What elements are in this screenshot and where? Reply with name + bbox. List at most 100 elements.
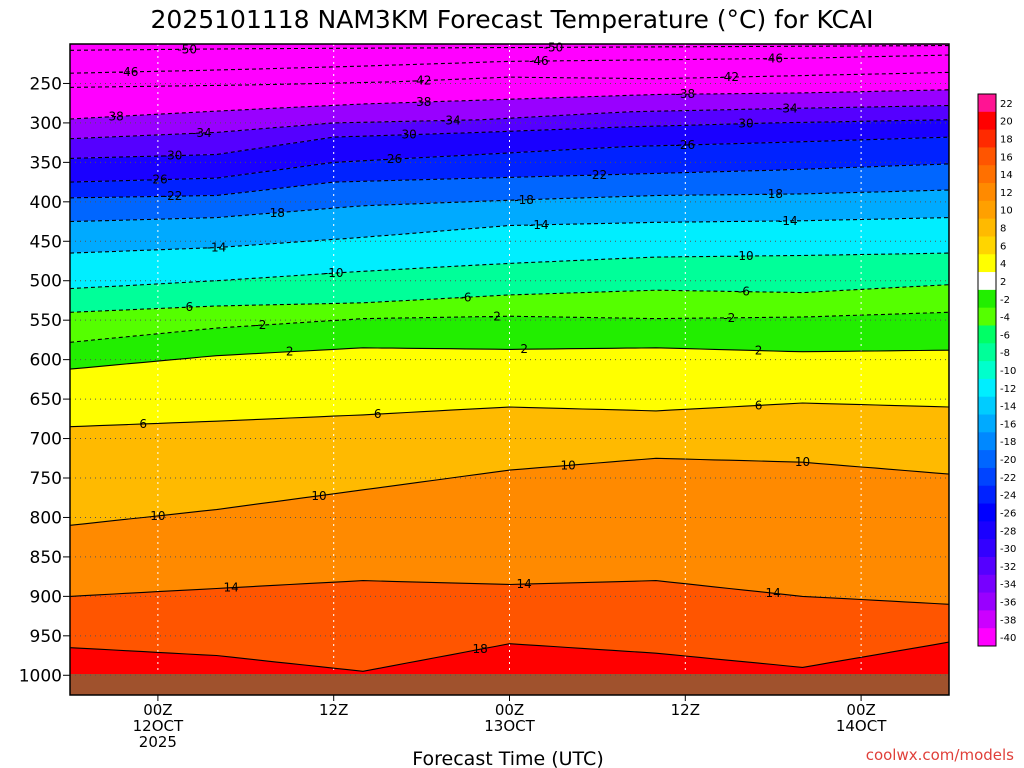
colorbar-label: -4 — [1000, 313, 1010, 324]
isotherm-label: -30 — [734, 117, 754, 131]
isotherm-label: -42 — [719, 70, 739, 84]
isotherm-label: 10 — [311, 489, 326, 503]
isotherm-label: 2 — [520, 342, 528, 356]
isotherm-label: -6 — [460, 290, 472, 304]
temperature-band — [70, 163, 949, 222]
y-tick-label: 450 — [30, 232, 62, 252]
temperature-band — [70, 55, 949, 88]
isotherm-label: -26 — [675, 138, 695, 152]
y-tick-label: 800 — [30, 508, 62, 528]
colorbar-swatch — [978, 165, 996, 184]
y-tick-label: 700 — [30, 430, 62, 450]
colorbar-label: -22 — [1000, 473, 1016, 484]
isotherm-line — [70, 311, 949, 343]
y-tick-label: 850 — [30, 548, 62, 568]
isotherm-label: -46 — [763, 52, 783, 66]
isotherm-label: -46 — [529, 54, 549, 68]
colorbar-swatch — [978, 414, 996, 433]
colorbar-label: -38 — [1000, 615, 1016, 626]
isotherm-lines — [70, 45, 949, 672]
chart-title: 2025101118 NAM3KM Forecast Temperature (… — [151, 5, 874, 34]
colorbar-label: -2 — [1000, 295, 1010, 306]
colorbar-swatch — [978, 610, 996, 629]
isotherm-label: -38 — [104, 110, 124, 124]
colorbar-swatch — [978, 628, 996, 647]
colorbar-label: 20 — [1000, 117, 1013, 128]
isotherm-label: -46 — [119, 65, 139, 79]
colorbar-swatch — [978, 236, 996, 255]
colorbar-swatch — [978, 183, 996, 202]
colorbar-swatch — [978, 467, 996, 487]
y-tick-label: 1000 — [19, 666, 62, 686]
isotherm-label: -18 — [763, 187, 783, 201]
isotherm-label: -14 — [778, 214, 798, 228]
colorbar-swatch — [978, 432, 996, 451]
isotherm-label: -2 — [723, 311, 735, 325]
colorbar-label: -12 — [1000, 384, 1016, 395]
x-tick-label: 00Z — [495, 701, 524, 719]
isotherm-label: -6 — [181, 300, 193, 314]
isotherm-label: -50 — [544, 40, 564, 54]
isotherm-label: -22 — [588, 168, 608, 182]
x-tick-label: 12Z — [671, 701, 700, 719]
isotherm-label: 18 — [473, 642, 488, 656]
colorbar-swatch — [978, 111, 996, 131]
isotherm-label: 6 — [755, 398, 763, 412]
colorbar-swatch — [978, 450, 996, 469]
colorbar-label: 18 — [1000, 135, 1013, 146]
plot-area: -50 -50-46-46 -46-42 -42-38-38-38-34-34-34-… — [69, 40, 950, 696]
colorbar-label: -6 — [1000, 330, 1010, 341]
colorbar-label: -36 — [1000, 597, 1016, 608]
temperature-band — [70, 253, 949, 313]
colorbar-label: 6 — [1000, 241, 1006, 252]
isotherm-label: 2 — [286, 345, 294, 359]
colorbar: 22 20 18 16 14 12 10 8 6 4 2 -2 -4 -6 -8 -10 -12 -14 -16 -1… — [977, 93, 1016, 647]
colorbar-swatch — [978, 289, 996, 309]
watermark: coolwx.com/models — [866, 746, 1014, 764]
isotherm-label: -2 — [489, 309, 501, 323]
colorbar-label: -30 — [1000, 544, 1016, 555]
colorbar-label: -28 — [1000, 526, 1016, 537]
isotherm-label: -30 — [163, 149, 183, 163]
isotherm-label: -6 — [738, 285, 750, 299]
temperature-band — [70, 312, 949, 370]
colorbar-swatch — [978, 307, 996, 326]
colorbar-swatch — [978, 521, 996, 540]
y-tick-label: 750 — [30, 469, 62, 489]
temperature-band — [70, 44, 949, 51]
isotherm-line — [70, 641, 949, 672]
axes: 250 300 350 400 450 500 550 600 650 700 750 800 850 9… — [19, 74, 887, 751]
colorbar-label: -34 — [1000, 580, 1016, 591]
temperature-band — [70, 217, 949, 289]
isotherm-label: -14 — [207, 241, 227, 255]
isotherm-label: 2 — [755, 344, 763, 358]
y-tick-label: 300 — [30, 114, 62, 134]
y-tick-label: 400 — [30, 193, 62, 213]
colorbar-swatch — [978, 147, 996, 166]
y-tick-label: 500 — [30, 272, 62, 292]
isotherm-label: -10 — [324, 266, 344, 280]
isotherm-label: 14 — [766, 586, 781, 600]
colorbar-swatch — [978, 396, 996, 416]
colorbar-label: -18 — [1000, 437, 1016, 448]
colorbar-label: 14 — [1000, 170, 1013, 181]
x-axis-label: Forecast Time (UTC) — [412, 748, 603, 768]
isotherm-label: -34 — [441, 113, 461, 127]
isotherm-label: -34 — [778, 101, 798, 115]
colorbar-swatch — [978, 574, 996, 594]
colorbar-frame — [977, 93, 997, 647]
temperature-band — [70, 284, 949, 343]
colorbar-swatch — [978, 485, 996, 505]
y-tick-label: 950 — [30, 627, 62, 647]
colorbar-label: -10 — [1000, 366, 1016, 377]
isotherm-label: 6 — [374, 407, 382, 421]
isotherm-line — [70, 580, 949, 605]
isotherm-label: -30 — [397, 128, 417, 142]
colorbar-label: -20 — [1000, 455, 1016, 466]
colorbar-label: -8 — [1000, 348, 1010, 359]
colorbar-swatch — [978, 254, 996, 273]
isotherm-labels: -50 -50-46-46 -46-42 -42-38-38-38-34-34-34-… — [104, 40, 810, 656]
colorbar-label: -24 — [1000, 491, 1016, 502]
isotherm-label: -42 — [412, 74, 432, 88]
